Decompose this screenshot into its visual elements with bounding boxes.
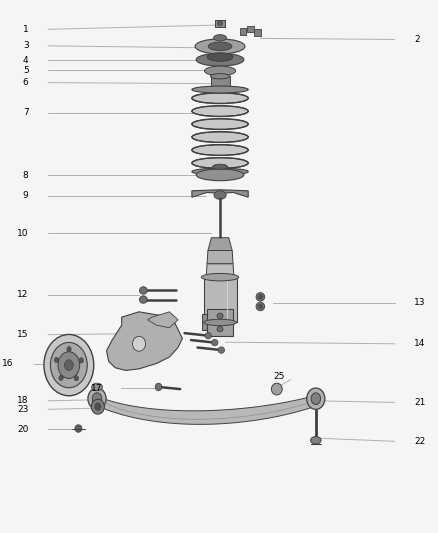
Ellipse shape	[211, 74, 230, 79]
Ellipse shape	[155, 383, 162, 391]
Text: 4: 4	[23, 56, 28, 64]
Polygon shape	[211, 76, 230, 87]
Text: 8: 8	[23, 171, 28, 180]
Text: 15: 15	[17, 330, 28, 339]
Ellipse shape	[196, 53, 244, 66]
Ellipse shape	[58, 352, 80, 378]
Ellipse shape	[139, 296, 147, 303]
Ellipse shape	[133, 336, 145, 351]
Ellipse shape	[258, 304, 262, 309]
Polygon shape	[202, 314, 209, 330]
Ellipse shape	[64, 360, 73, 370]
Ellipse shape	[92, 383, 102, 391]
Polygon shape	[204, 277, 237, 322]
Ellipse shape	[74, 376, 78, 381]
Ellipse shape	[218, 347, 225, 353]
Ellipse shape	[192, 158, 248, 168]
Ellipse shape	[192, 93, 248, 103]
Ellipse shape	[212, 164, 228, 169]
Ellipse shape	[311, 393, 321, 405]
Text: 6: 6	[23, 78, 28, 87]
Text: 13: 13	[414, 298, 426, 307]
Ellipse shape	[192, 106, 248, 116]
Text: 25: 25	[273, 373, 285, 381]
Text: 17: 17	[91, 384, 102, 392]
Ellipse shape	[192, 168, 248, 175]
Ellipse shape	[195, 39, 245, 54]
Ellipse shape	[54, 357, 59, 362]
Text: 22: 22	[414, 437, 425, 446]
Text: 12: 12	[17, 290, 28, 299]
Text: 3: 3	[23, 42, 28, 50]
Ellipse shape	[59, 375, 63, 381]
Bar	[247, 26, 254, 32]
Ellipse shape	[212, 340, 218, 346]
Polygon shape	[148, 312, 178, 328]
Text: 5: 5	[23, 66, 28, 75]
Ellipse shape	[258, 295, 262, 299]
Ellipse shape	[95, 403, 101, 410]
Ellipse shape	[208, 42, 232, 51]
Polygon shape	[206, 264, 234, 277]
Ellipse shape	[205, 333, 212, 339]
Ellipse shape	[75, 425, 82, 432]
Polygon shape	[106, 312, 182, 370]
Ellipse shape	[88, 388, 106, 409]
Polygon shape	[192, 190, 248, 197]
Text: 2: 2	[414, 35, 420, 44]
Ellipse shape	[79, 358, 83, 363]
Ellipse shape	[272, 383, 282, 395]
Bar	[240, 28, 247, 35]
Polygon shape	[207, 251, 233, 264]
Text: 18: 18	[17, 397, 28, 405]
Ellipse shape	[217, 21, 223, 26]
Polygon shape	[98, 395, 316, 424]
Text: 16: 16	[2, 359, 14, 368]
Text: 14: 14	[414, 340, 426, 348]
Ellipse shape	[256, 302, 265, 311]
Ellipse shape	[205, 66, 236, 76]
Text: 23: 23	[17, 405, 28, 414]
Ellipse shape	[204, 319, 237, 326]
Polygon shape	[207, 309, 233, 336]
Ellipse shape	[192, 132, 248, 142]
Ellipse shape	[307, 388, 325, 409]
Text: 9: 9	[23, 191, 28, 200]
Ellipse shape	[50, 342, 87, 388]
Ellipse shape	[256, 293, 265, 301]
Ellipse shape	[192, 144, 248, 155]
Ellipse shape	[44, 335, 94, 395]
Ellipse shape	[192, 86, 248, 93]
Text: 1: 1	[23, 25, 28, 34]
Ellipse shape	[207, 53, 233, 61]
Text: 10: 10	[17, 229, 28, 238]
Ellipse shape	[92, 399, 104, 414]
Ellipse shape	[192, 119, 248, 130]
Text: 20: 20	[17, 425, 28, 433]
Ellipse shape	[196, 169, 244, 181]
Ellipse shape	[217, 313, 223, 318]
Text: 21: 21	[414, 398, 426, 407]
Ellipse shape	[201, 273, 239, 281]
Ellipse shape	[214, 191, 226, 199]
Ellipse shape	[311, 437, 321, 444]
Bar	[254, 29, 261, 36]
Ellipse shape	[92, 393, 102, 405]
Text: 7: 7	[23, 109, 28, 117]
Ellipse shape	[214, 35, 226, 41]
Bar	[215, 20, 225, 27]
Ellipse shape	[139, 287, 147, 294]
Polygon shape	[208, 238, 232, 251]
Ellipse shape	[67, 346, 71, 352]
Ellipse shape	[217, 326, 223, 332]
